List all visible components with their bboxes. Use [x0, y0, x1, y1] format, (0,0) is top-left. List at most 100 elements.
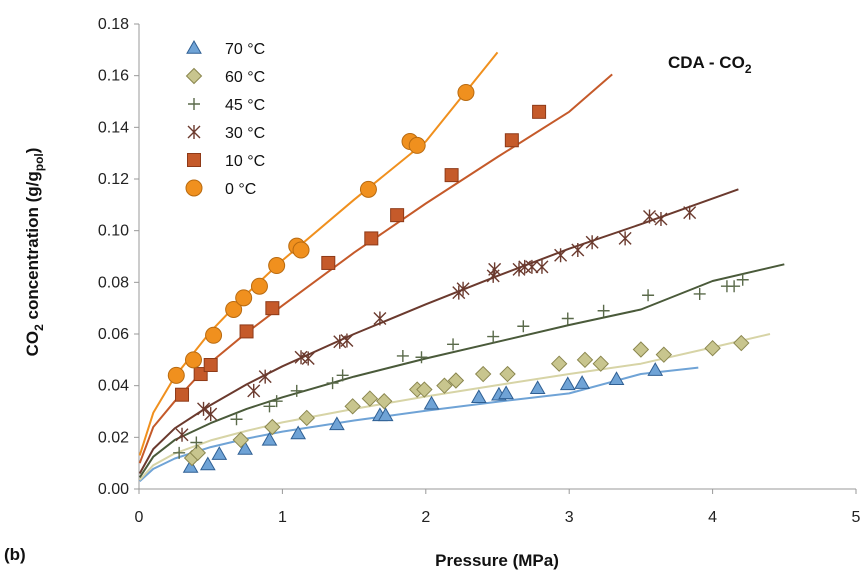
data-point [592, 355, 609, 372]
data-point [239, 324, 254, 339]
x-tick-label: 1 [278, 509, 287, 526]
data-point [487, 330, 500, 343]
data-point [525, 259, 539, 274]
legend-label: 0 °C [225, 181, 256, 198]
data-point [290, 425, 307, 440]
series-0 [182, 362, 664, 473]
y-tick-label: 0.16 [98, 68, 129, 85]
data-point [250, 277, 268, 295]
data-point [632, 341, 650, 358]
data-point [444, 168, 459, 183]
legend-label: 10 °C [225, 153, 265, 170]
data-point [298, 409, 315, 427]
data-point [205, 326, 223, 344]
legend-marker [187, 153, 201, 167]
data-point [182, 459, 199, 473]
axes: 0.00 0.02 0.04 0.06 0.08 0.10 0.12 0.14 0.16 0.18… [98, 16, 861, 526]
data-point [204, 407, 218, 422]
data-point [290, 384, 303, 397]
data-point [574, 375, 590, 389]
legend-marker [188, 98, 200, 110]
data-point [728, 280, 741, 293]
legend-marker [186, 39, 202, 54]
data-point [550, 355, 568, 372]
data-point [359, 180, 377, 198]
data-point [488, 262, 502, 277]
data-point [292, 241, 310, 259]
data-point [576, 351, 594, 369]
data-point [559, 376, 576, 391]
data-point [529, 380, 546, 394]
data-point [704, 340, 721, 357]
data-point [336, 369, 349, 382]
data-point [608, 371, 625, 385]
data-point [554, 248, 568, 263]
legend-marker [185, 179, 203, 197]
legend-label: 70 °C [225, 41, 265, 58]
data-point [237, 440, 253, 455]
legend-marker [185, 67, 203, 85]
data-point [654, 212, 668, 227]
series-5 [167, 83, 475, 384]
x-tick-label: 4 [708, 509, 717, 526]
data-point [321, 255, 336, 270]
y-tick-label: 0.02 [98, 429, 129, 446]
data-point [184, 351, 202, 369]
data-point [376, 392, 393, 410]
data-point [733, 334, 750, 352]
y-tick-label: 0.04 [98, 378, 129, 395]
y-tick-label: 0.00 [98, 481, 129, 498]
data-point [390, 208, 405, 223]
series-3 [175, 205, 697, 442]
data-point [301, 351, 315, 366]
data-point [361, 390, 379, 407]
x-tick-label: 0 [135, 509, 144, 526]
panel-label: (b) [4, 545, 26, 564]
data-point [377, 407, 394, 422]
data-point [258, 369, 272, 384]
data-point [447, 372, 465, 389]
data-point [247, 383, 261, 398]
data-point [585, 235, 599, 250]
data-point [447, 338, 460, 351]
data-point [373, 311, 387, 326]
data-point [268, 257, 286, 275]
data-point [197, 401, 211, 416]
data-point [199, 456, 216, 471]
data-point [436, 377, 453, 394]
data-point [173, 446, 186, 459]
legend: 70 °C 60 °C 45 °C 30 °C 10 °C 0 °C [185, 39, 265, 198]
data-point [167, 366, 185, 384]
x-tick-label: 3 [565, 509, 574, 526]
data-point [535, 259, 549, 274]
data-point [340, 333, 354, 348]
data-point [235, 289, 253, 307]
legend-label: 30 °C [225, 125, 265, 142]
fit-line-2 [138, 263, 785, 478]
data-point [647, 362, 664, 376]
y-tick-label: 0.08 [98, 274, 129, 291]
data-point [408, 136, 426, 154]
data-point [683, 205, 697, 220]
data-point [423, 395, 440, 410]
data-point [470, 389, 487, 404]
x-tick-label: 5 [852, 509, 861, 526]
y-tick-label: 0.06 [98, 326, 129, 343]
data-point [230, 413, 243, 426]
y-tick-label: 0.12 [98, 171, 129, 188]
data-point [326, 377, 339, 390]
data-point [457, 83, 475, 101]
data-point [261, 431, 278, 446]
fit-line-0 [139, 366, 699, 483]
data-point [643, 209, 656, 224]
y-tick-label: 0.10 [98, 223, 129, 240]
series-2 [173, 273, 749, 459]
data-point [396, 349, 409, 362]
data-point [655, 346, 673, 363]
data-point [203, 358, 218, 372]
data-point [364, 231, 379, 246]
data-point [532, 104, 547, 119]
y-axis-title: CO2 concentration (g/gpol) [23, 148, 46, 357]
legend-marker [187, 125, 201, 139]
